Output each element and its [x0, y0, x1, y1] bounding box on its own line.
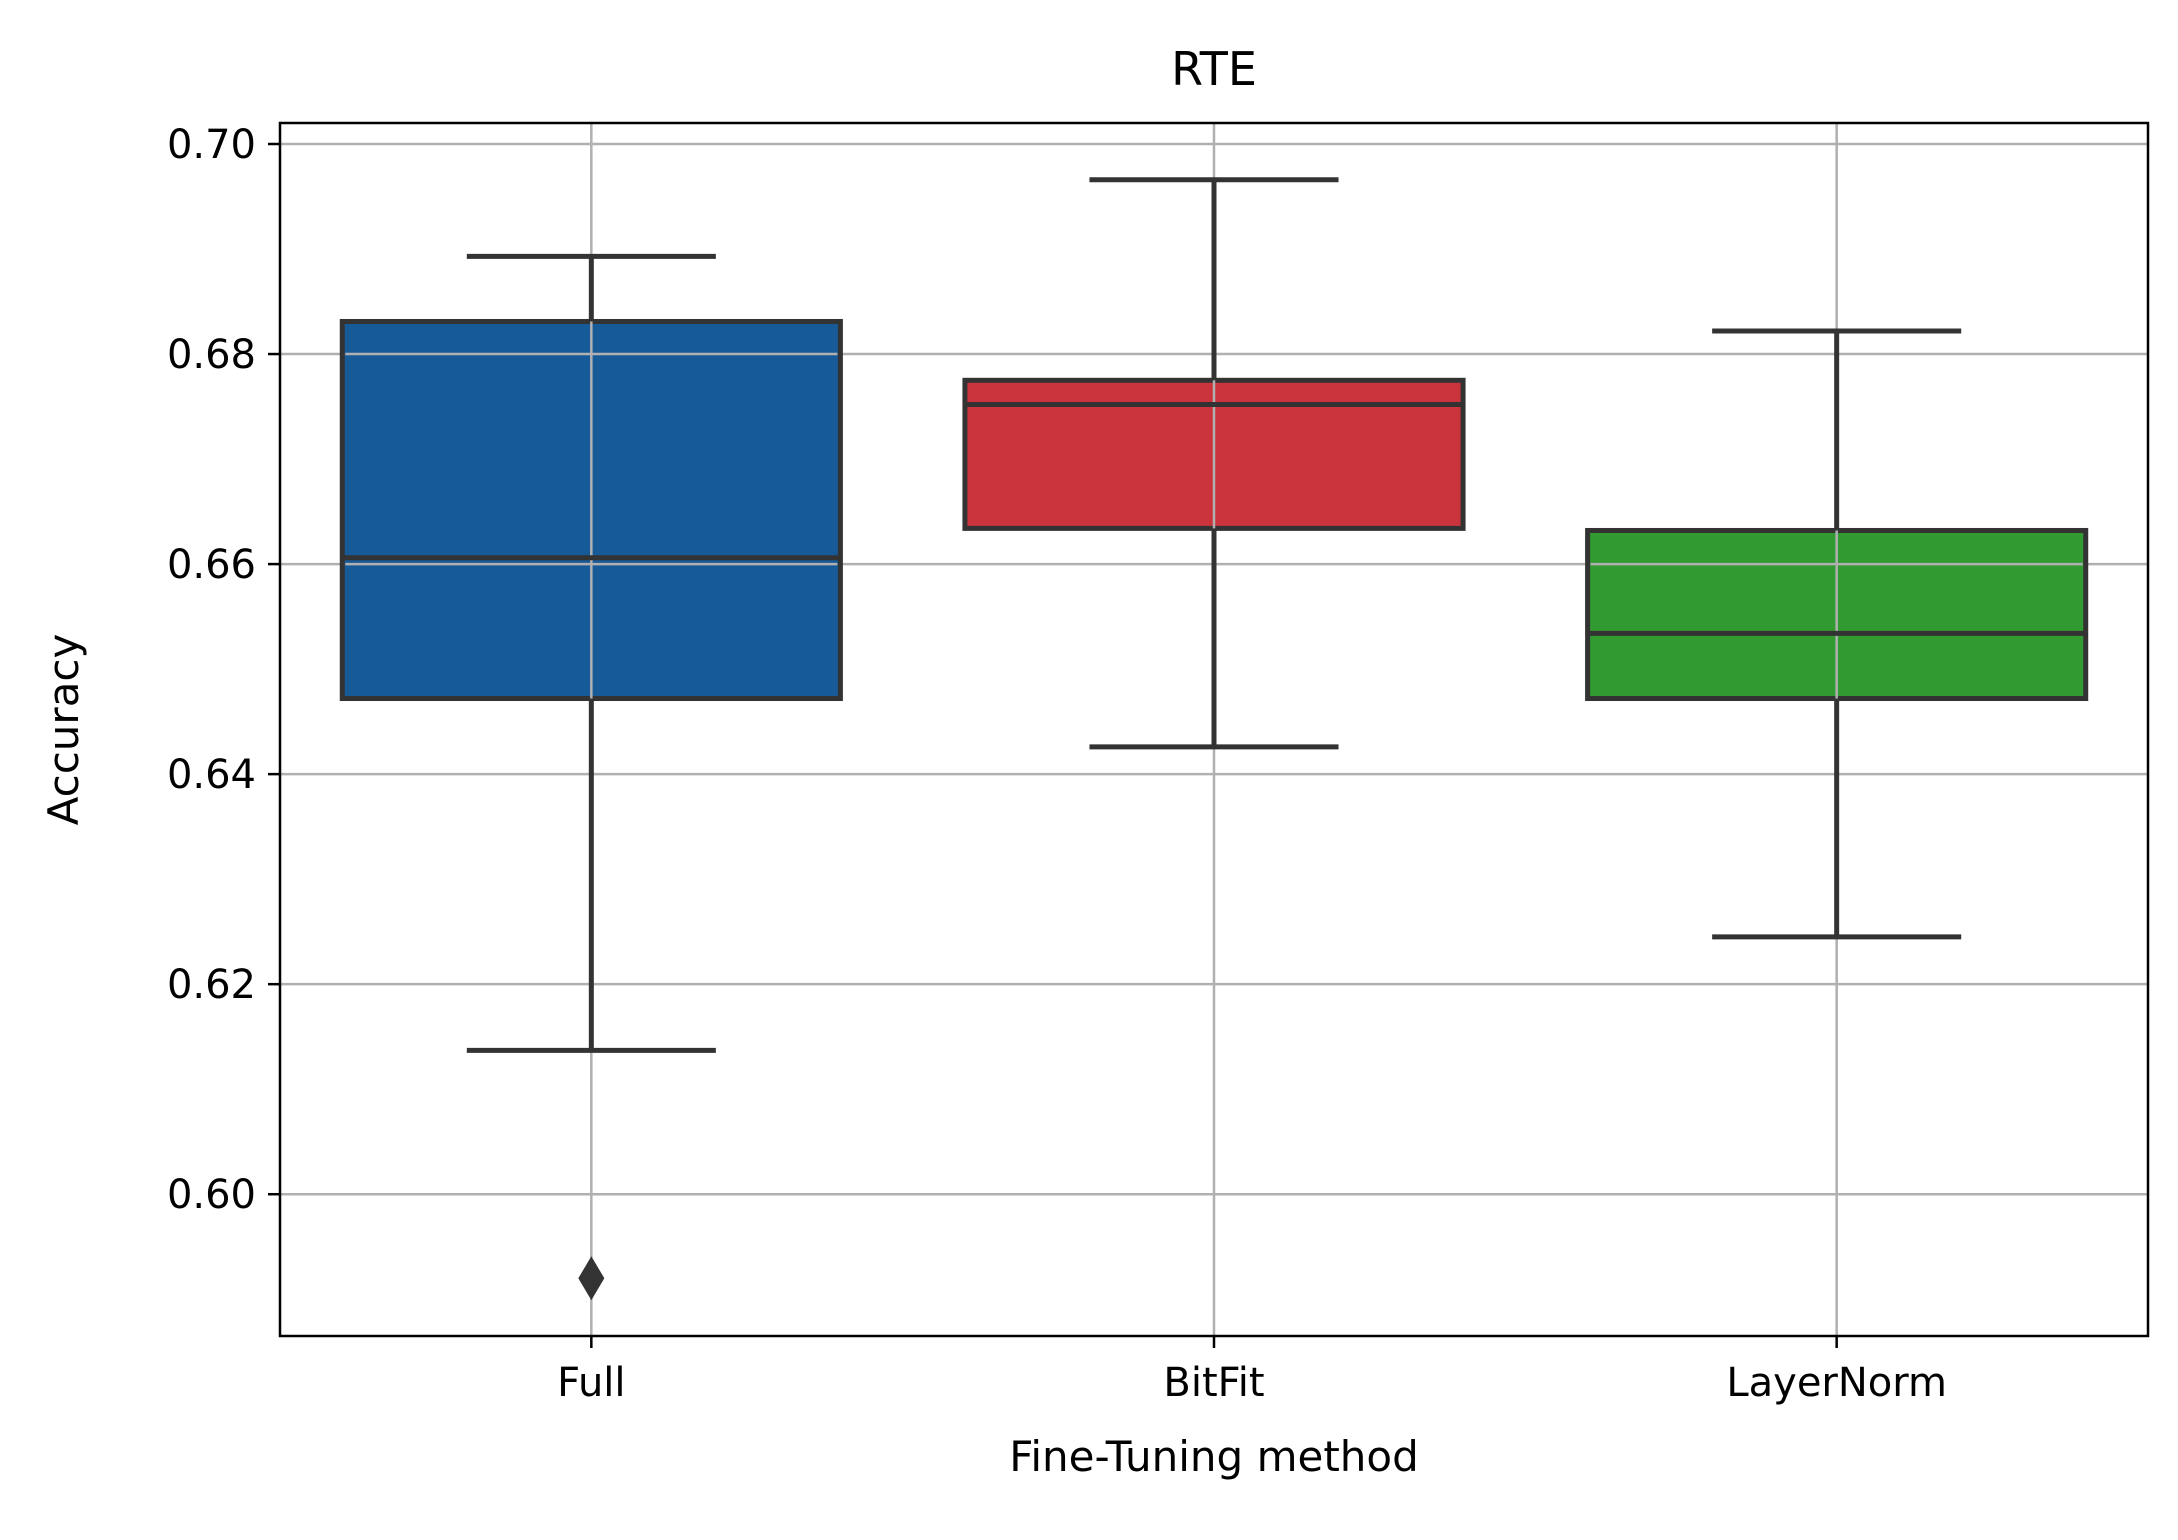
y-tick-label: 0.70 [167, 122, 256, 168]
x-tick-label: Full [557, 1360, 625, 1406]
x-axis-ticks: Full BitFit LayerNorm [557, 1336, 1947, 1406]
x-axis-label: Fine-Tuning method [1009, 1432, 1419, 1481]
y-axis-label: Accuracy [39, 634, 88, 826]
y-tick-label: 0.64 [167, 752, 256, 798]
y-tick-label: 0.60 [167, 1172, 256, 1218]
outlier-point [578, 1256, 605, 1301]
box-full [339, 253, 843, 1301]
box-bitfit [962, 177, 1466, 750]
box-layernorm [1585, 328, 2089, 940]
box-plots [339, 177, 2089, 1301]
y-axis-ticks: 0.60 0.62 0.64 0.66 0.68 0.70 [167, 122, 280, 1218]
x-tick-label: LayerNorm [1726, 1360, 1947, 1406]
y-tick-label: 0.68 [167, 332, 256, 378]
x-tick-label: BitFit [1163, 1360, 1264, 1406]
y-tick-label: 0.62 [167, 962, 256, 1008]
chart-title: RTE [1171, 42, 1257, 96]
y-tick-label: 0.66 [167, 542, 256, 588]
